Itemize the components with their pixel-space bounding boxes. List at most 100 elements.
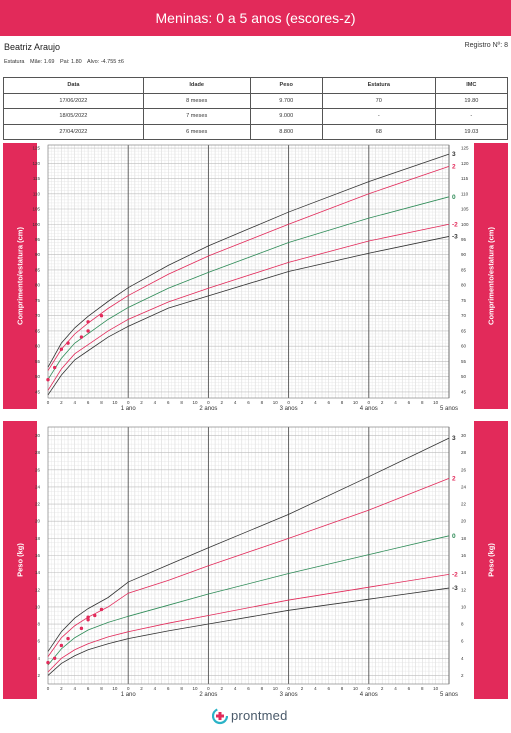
- height-y-tick-left: 50: [35, 374, 41, 379]
- weight-x-tick: 4: [314, 686, 317, 691]
- weight-y-tick-right: 16: [461, 553, 467, 558]
- weight-y-tick-right: 6: [461, 639, 464, 644]
- height-data-point: [99, 313, 104, 318]
- weight-data-point: [86, 615, 90, 619]
- table-cell: 27/04/2022: [3, 123, 144, 140]
- table-row: 27/04/2022 6 meses 8.800 68 19.03: [3, 123, 509, 140]
- weight-curve-label-z-2: -2: [452, 571, 458, 578]
- height-y-tick-right: 55: [461, 359, 467, 364]
- weight-y-tick-right: 24: [461, 484, 467, 489]
- table-cell: 6 meses: [142, 123, 251, 140]
- table-row: 17/06/2022 8 meses 9.700 70 19.80: [3, 92, 509, 109]
- weight-y-tick-right: 18: [461, 536, 467, 541]
- height-y-tick-left: 110: [33, 191, 41, 196]
- mother-height: Mãe: 1.69: [30, 59, 55, 65]
- weight-y-tick-left: 28: [35, 450, 41, 455]
- weight-data-point: [46, 660, 50, 665]
- weight-x-tick: 8: [421, 686, 424, 691]
- weight-curve-label-z0: 0: [452, 533, 456, 540]
- weight-x-tick: 8: [341, 686, 344, 691]
- height-x-tick: 0: [368, 400, 371, 405]
- weight-y-tick-right: 28: [461, 450, 467, 455]
- weight-y-tick-right: 22: [461, 502, 467, 507]
- weight-x-tick: 6: [167, 686, 170, 691]
- height-curve-label-z3: 3: [452, 151, 456, 158]
- height-y-tick-right: 125: [461, 146, 469, 151]
- weight-data-point: [86, 618, 90, 622]
- height-y-tick-left: 95: [35, 237, 41, 242]
- weight-x-tick: 0: [127, 686, 130, 691]
- height-y-tick-left: 125: [32, 146, 40, 151]
- weight-y-tick-right: 20: [461, 519, 467, 524]
- weight-curve-label-z2: 2: [452, 475, 456, 482]
- height-y-tick-right: 105: [461, 207, 469, 212]
- height-x-tick: 2: [221, 400, 224, 405]
- weight-x-tick: 4: [234, 686, 237, 691]
- table-cell: 19.03: [434, 123, 509, 140]
- weight-y-tick-left: 18: [35, 536, 41, 541]
- table-cell: 8.800: [249, 123, 323, 140]
- height-data-point: [86, 320, 90, 324]
- weight-data-point: [66, 636, 70, 641]
- weight-x-tick: 10: [193, 686, 199, 691]
- record-number: Registro Nº: 8: [464, 42, 508, 49]
- height-y-tick-right: 95: [461, 237, 467, 242]
- weight-y-tick-right: 2: [461, 673, 464, 678]
- height-y-tick-left: 115: [33, 176, 41, 181]
- weight-axis-panel-right: Peso (kg): [474, 421, 508, 699]
- weight-x-year-label: 5 anos: [440, 692, 458, 698]
- weight-x-tick: 10: [353, 686, 359, 691]
- parents-label: Estatura: [4, 59, 25, 65]
- weight-x-tick: 2: [381, 686, 384, 691]
- weight-curve-z-3: [47, 587, 450, 676]
- measurements-table: Data Idade Peso Estatura IMC 17/06/2022 …: [3, 77, 509, 140]
- weight-data-point: [99, 607, 104, 612]
- height-x-tick: 4: [73, 400, 76, 405]
- weight-x-tick: 8: [261, 686, 264, 691]
- weight-x-tick: 8: [180, 686, 183, 691]
- patient-name: Beatriz Araujo: [4, 42, 61, 52]
- weight-x-tick: 4: [394, 686, 397, 691]
- height-x-tick: 6: [167, 400, 170, 405]
- height-x-tick: 0: [127, 400, 130, 405]
- weight-curve-z3: [47, 437, 450, 652]
- weight-x-tick: 4: [154, 686, 157, 691]
- height-curve-z0: [47, 196, 450, 380]
- height-y-tick-left: 105: [32, 207, 40, 212]
- height-x-tick: 4: [154, 400, 157, 405]
- height-y-tick-right: 60: [461, 344, 467, 349]
- weight-x-year-label: 2 anos: [199, 692, 217, 698]
- height-x-tick: 6: [408, 400, 411, 405]
- height-data-point: [59, 347, 64, 351]
- weight-x-year-label: 1 ano: [121, 692, 137, 698]
- height-x-tick: 0: [287, 400, 290, 405]
- height-y-tick-left: 60: [35, 344, 41, 349]
- weight-x-tick: 10: [433, 686, 439, 691]
- height-curve-z-2: [47, 223, 450, 391]
- weight-y-tick-left: 20: [35, 519, 41, 524]
- height-x-tick: 2: [60, 400, 63, 405]
- weight-x-tick: 10: [112, 686, 118, 691]
- weight-y-tick-right: 30: [461, 433, 467, 438]
- height-x-year-label: 2 anos: [199, 406, 217, 412]
- weight-x-tick: 2: [221, 686, 224, 691]
- height-y-tick-right: 45: [461, 389, 467, 394]
- height-data-point: [66, 341, 70, 345]
- height-y-tick-left: 55: [35, 359, 41, 364]
- weight-curve-z0: [47, 535, 450, 666]
- height-y-tick-left: 85: [35, 267, 41, 272]
- height-y-tick-right: 120: [461, 161, 469, 166]
- height-curve-label-z2: 2: [452, 163, 456, 170]
- weight-x-tick: 0: [368, 686, 371, 691]
- prontmed-logo: prontmed: [212, 706, 302, 728]
- weight-y-tick-right: 4: [461, 656, 464, 661]
- father-height: Pai: 1.80: [60, 59, 82, 65]
- weight-y-tick-left: 8: [37, 622, 40, 627]
- weight-x-tick: 6: [87, 686, 90, 691]
- height-y-tick-left: 120: [32, 161, 40, 166]
- height-x-tick: 10: [193, 400, 199, 405]
- weight-y-tick-right: 8: [461, 622, 464, 627]
- height-x-tick: 6: [87, 400, 90, 405]
- height-x-year-label: 5 anos: [440, 406, 458, 412]
